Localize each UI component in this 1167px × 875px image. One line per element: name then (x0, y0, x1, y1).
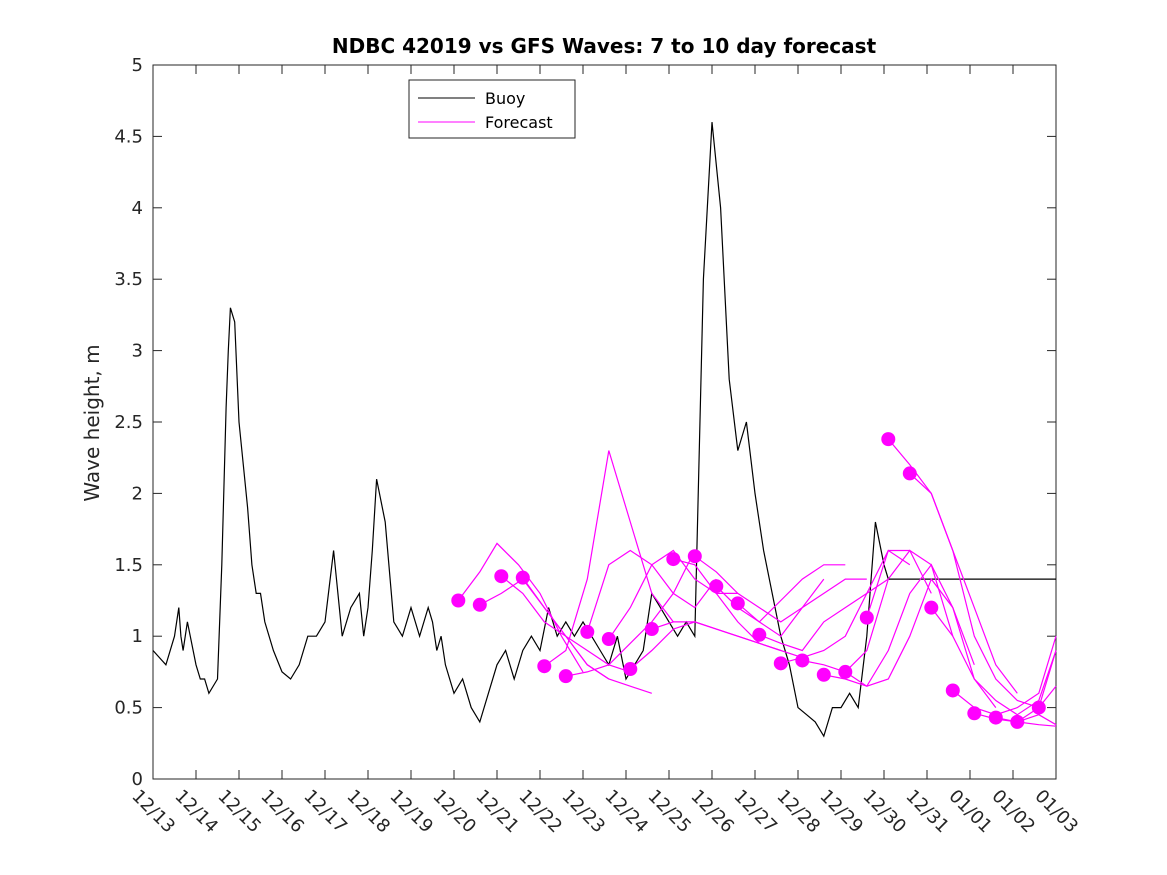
x-tick-label: 12/22 (514, 786, 566, 838)
forecast-line (522, 577, 652, 694)
forecast-line (1017, 714, 1057, 726)
forecast-start-point (859, 610, 874, 625)
x-tick-label: 12/17 (299, 786, 351, 838)
x-tick-label: 12/14 (170, 786, 222, 838)
forecast-start-point (752, 627, 767, 642)
forecast-start-point (881, 432, 896, 447)
forecast-start-point (472, 597, 487, 612)
forecast-start-point (902, 466, 917, 481)
forecast-start-point (709, 579, 724, 594)
forecast-line (930, 607, 1057, 716)
x-tick-label: 01/02 (987, 786, 1039, 838)
forecast-line (543, 450, 674, 667)
legend: Buoy Forecast (408, 79, 576, 139)
forecast-start-point (666, 552, 681, 567)
y-tick-label: 0 (132, 769, 143, 790)
forecast-start-point (644, 622, 659, 637)
x-tick-label: 12/16 (256, 786, 308, 838)
forecast-start-point (988, 710, 1003, 725)
x-tick-labels: 12/1312/1412/1512/1612/1712/1812/1912/20… (127, 786, 1082, 838)
axis-ticks (152, 64, 1057, 780)
y-axis-label: Wave height, m (80, 344, 104, 501)
x-tick-label: 12/19 (385, 786, 437, 838)
forecast-start-point (537, 659, 552, 674)
forecast-line (737, 578, 867, 638)
y-tick-labels: 0 0.5 1 1.5 2 2.5 3 3.5 4 4.5 5 (114, 55, 143, 790)
forecast-start-point (1010, 714, 1025, 729)
x-tick-label: 12/15 (213, 786, 265, 838)
y-tick-label: 0.5 (114, 698, 143, 719)
chart-title: NDBC 42019 vs GFS Waves: 7 to 10 day for… (332, 34, 877, 58)
x-tick-label: 01/03 (1030, 786, 1082, 838)
plot-area (152, 64, 1057, 780)
legend-box (408, 79, 576, 139)
forecast-start-point (838, 664, 853, 679)
y-tick-label: 3.5 (114, 269, 143, 290)
forecast-line (909, 472, 1039, 709)
forecast-start-point (494, 569, 509, 584)
buoy-series (152, 122, 1056, 738)
forecast-line (995, 717, 1057, 727)
x-tick-label: 12/29 (815, 786, 867, 838)
x-tick-label: 12/26 (686, 786, 738, 838)
forecast-start-point (623, 662, 638, 677)
x-tick-label: 01/01 (944, 786, 996, 838)
y-tick-label: 1 (132, 626, 143, 647)
forecast-start-point (687, 549, 702, 564)
forecast-start-point (967, 706, 982, 721)
forecast-start-point (795, 653, 810, 668)
x-tick-label: 12/28 (772, 786, 824, 838)
forecast-start-point (1031, 700, 1046, 715)
forecast-start-point (451, 593, 466, 608)
x-tick-label: 12/21 (471, 786, 523, 838)
forecast-start-point (730, 596, 745, 611)
x-tick-label: 12/25 (643, 786, 695, 838)
forecast-line (457, 542, 584, 673)
x-tick-label: 12/20 (428, 786, 480, 838)
forecast-start-point (515, 570, 530, 585)
y-tick-label: 5 (132, 55, 143, 76)
forecast-start-point (816, 667, 831, 682)
forecast-start-point (924, 600, 939, 615)
forecast-start-point (773, 656, 788, 671)
forecast-line (952, 636, 1057, 716)
x-tick-label: 12/18 (342, 786, 394, 838)
forecast-start-point (945, 683, 960, 698)
x-tick-label: 12/23 (557, 786, 609, 838)
buoy-line (152, 122, 1056, 738)
y-tick-label: 4 (132, 198, 143, 219)
y-tick-label: 2 (132, 483, 143, 504)
x-tick-label: 12/30 (858, 786, 910, 838)
legend-buoy-label: Buoy (485, 89, 525, 108)
y-tick-label: 4.5 (114, 126, 143, 147)
y-tick-label: 2.5 (114, 412, 143, 433)
plot-frame (152, 64, 1057, 780)
forecast-start-point (558, 669, 573, 684)
forecast-start-point (580, 624, 595, 639)
y-tick-label: 3 (132, 341, 143, 362)
forecast-line (673, 558, 803, 659)
forecast-series (451, 432, 1057, 729)
x-tick-label: 12/27 (729, 786, 781, 838)
x-tick-label: 12/13 (127, 786, 179, 838)
forecast-start-point (601, 632, 616, 647)
x-tick-label: 12/24 (600, 786, 652, 838)
legend-forecast-label: Forecast (485, 113, 553, 132)
x-tick-label: 12/31 (901, 786, 953, 838)
y-tick-label: 1.5 (114, 555, 143, 576)
